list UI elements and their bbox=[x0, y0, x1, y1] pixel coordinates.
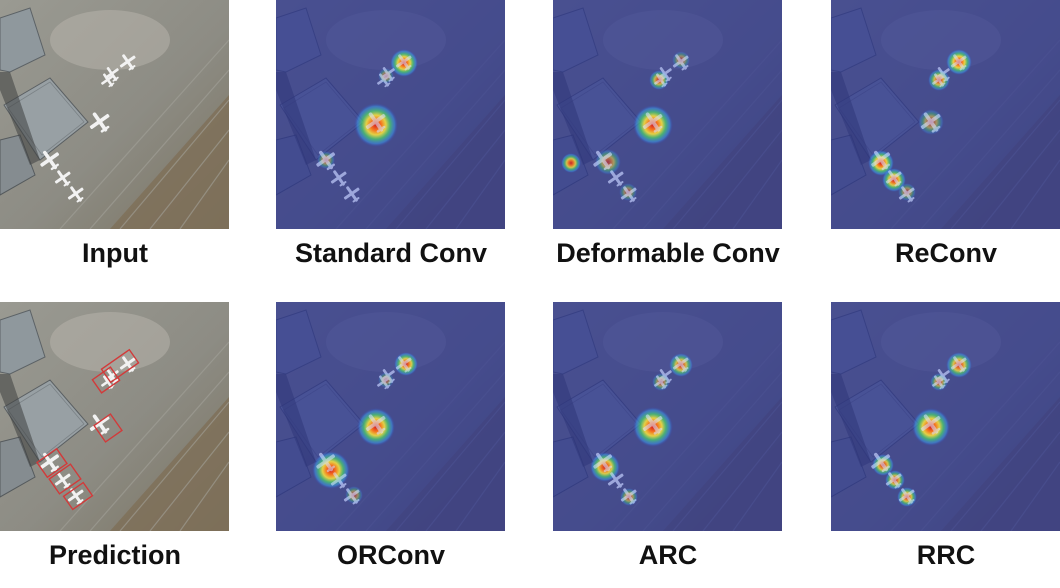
aircraft bbox=[67, 488, 84, 505]
panel-prediction bbox=[0, 302, 229, 531]
aircraft bbox=[593, 150, 613, 171]
panel-standard-conv bbox=[276, 0, 505, 229]
aircraft bbox=[365, 112, 386, 133]
label-rrc: RRC bbox=[916, 540, 976, 570]
aircraft bbox=[395, 356, 412, 373]
label-prediction: Prediction bbox=[48, 540, 182, 570]
aircraft bbox=[316, 452, 336, 473]
heat-overlay bbox=[831, 0, 1060, 229]
aircraft bbox=[950, 356, 967, 373]
aircraft bbox=[101, 73, 115, 88]
aircraft bbox=[654, 73, 668, 88]
aircraft bbox=[330, 170, 347, 187]
aircraft bbox=[607, 170, 624, 187]
reconv-heatmap bbox=[831, 0, 1060, 229]
label-input: Input bbox=[82, 238, 148, 268]
prediction-box bbox=[91, 366, 121, 394]
aircraft bbox=[657, 67, 672, 82]
aircraft bbox=[871, 150, 891, 171]
panel-orconv bbox=[276, 302, 505, 531]
aircraft bbox=[657, 369, 672, 384]
prediction-box bbox=[36, 447, 68, 479]
aircraft bbox=[920, 112, 941, 133]
aircraft bbox=[654, 375, 668, 390]
aircraft bbox=[380, 67, 395, 82]
aircraft bbox=[380, 369, 395, 384]
prediction-box bbox=[62, 481, 94, 511]
aircraft bbox=[365, 414, 386, 435]
aircraft bbox=[67, 186, 84, 203]
aircraft bbox=[377, 73, 391, 88]
aircraft bbox=[343, 488, 360, 505]
panel-input bbox=[0, 0, 229, 229]
aircraft bbox=[54, 472, 71, 489]
aerial-scene bbox=[0, 0, 229, 229]
aircraft bbox=[89, 112, 110, 133]
panel-reconv bbox=[831, 0, 1060, 229]
aircraft bbox=[104, 67, 119, 82]
aircraft bbox=[935, 67, 950, 82]
aircraft bbox=[642, 112, 663, 133]
panel-arc bbox=[553, 302, 782, 531]
input-image bbox=[0, 0, 229, 229]
label-reconv: ReConv bbox=[894, 238, 997, 268]
deformable-conv-heatmap bbox=[553, 0, 782, 229]
aircraft bbox=[672, 54, 689, 71]
prediction-box bbox=[48, 463, 82, 495]
panel-rrc bbox=[831, 302, 1060, 531]
rrc-heatmap bbox=[831, 302, 1060, 531]
aircraft bbox=[40, 150, 60, 171]
aircraft bbox=[54, 170, 71, 187]
standard-conv-heatmap bbox=[276, 0, 505, 229]
label-deformable-conv: Deformable Conv bbox=[556, 238, 780, 268]
orconv-heatmap bbox=[276, 302, 505, 531]
prediction-box bbox=[93, 413, 123, 443]
aircraft bbox=[898, 186, 915, 203]
aircraft bbox=[885, 170, 902, 187]
aircraft bbox=[119, 54, 136, 71]
aircraft bbox=[620, 186, 637, 203]
heat-spot bbox=[394, 352, 418, 376]
aircraft bbox=[607, 472, 624, 489]
aircraft bbox=[642, 414, 663, 435]
aircraft bbox=[885, 472, 902, 489]
panel-deformable-conv bbox=[553, 0, 782, 229]
aircraft bbox=[40, 452, 60, 473]
aircraft bbox=[932, 375, 946, 390]
aircraft bbox=[920, 414, 941, 435]
aircraft bbox=[672, 356, 689, 373]
prediction-box bbox=[100, 348, 140, 384]
aircraft bbox=[950, 54, 967, 71]
aircraft bbox=[932, 73, 946, 88]
aircraft bbox=[343, 186, 360, 203]
aircraft bbox=[620, 488, 637, 505]
aircraft bbox=[330, 472, 347, 489]
aerial-scene bbox=[0, 302, 229, 531]
label-standard-conv: Standard Conv bbox=[294, 238, 488, 268]
label-orconv: ORConv bbox=[337, 540, 445, 570]
aircraft bbox=[935, 369, 950, 384]
label-arc: ARC bbox=[638, 540, 698, 570]
aircraft bbox=[377, 375, 391, 390]
arc-heatmap bbox=[553, 302, 782, 531]
heat-spot bbox=[561, 153, 581, 173]
prediction-image bbox=[0, 302, 229, 531]
aircraft bbox=[898, 488, 915, 505]
aircraft bbox=[593, 452, 613, 473]
aircraft bbox=[395, 54, 412, 71]
aircraft bbox=[871, 452, 891, 473]
aircraft bbox=[316, 150, 336, 171]
